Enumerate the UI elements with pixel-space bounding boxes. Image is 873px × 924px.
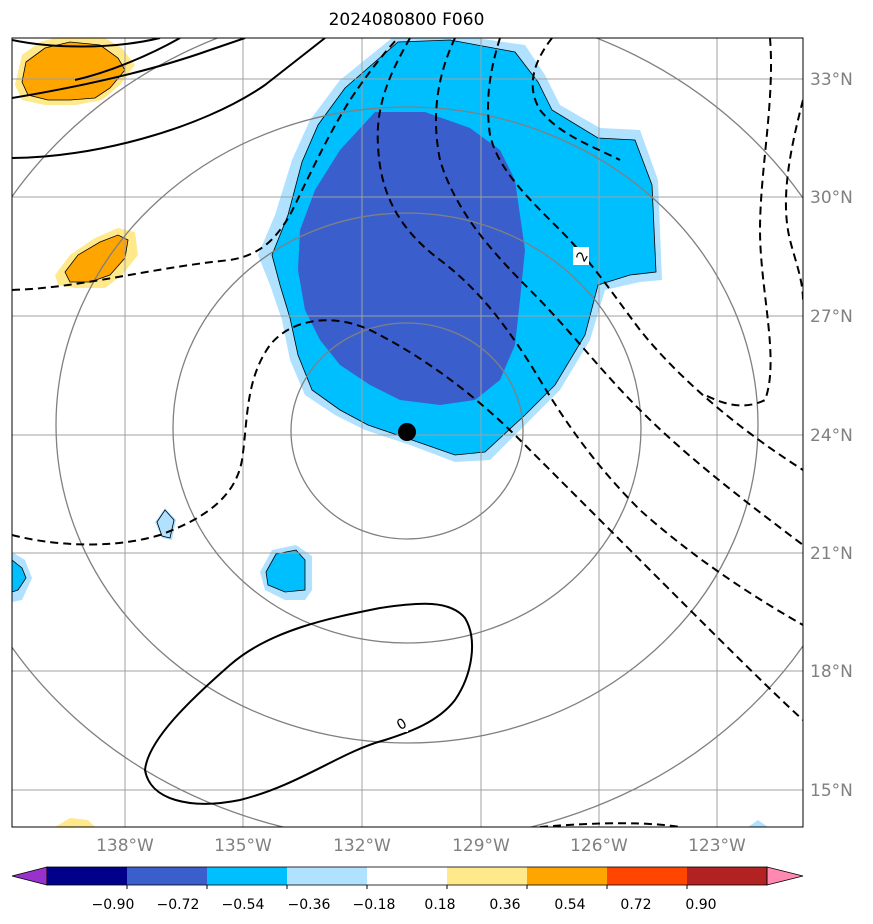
colorbar-bin — [367, 867, 448, 885]
colorbar-bin — [207, 867, 288, 885]
colorbar-bin — [287, 867, 368, 885]
colorbar-tick-label: −0.90 — [92, 897, 135, 913]
graticule — [12, 38, 803, 827]
colorbar — [11, 866, 804, 889]
anomaly-fill-positive — [15, 38, 138, 827]
contour-label-bg — [394, 714, 408, 732]
lon-label: 129°W — [452, 836, 510, 856]
colorbar-tick-label: −0.72 — [157, 897, 200, 913]
colorbar-bin — [47, 867, 128, 885]
colorbar-bin — [607, 867, 688, 885]
colorbar-ticks: −0.90 −0.72 −0.54 −0.36 −0.18 0.18 0.36 … — [92, 897, 717, 913]
lon-label: 135°W — [214, 836, 272, 856]
lat-label: 27°N — [810, 307, 853, 327]
colorbar-tick-label: 0.54 — [554, 897, 585, 913]
anomaly-fill-negative — [12, 38, 768, 827]
map-title: 2024080800 F060 — [328, 10, 485, 30]
colorbar-bin — [447, 867, 528, 885]
colorbar-extend-low — [11, 866, 48, 886]
contour-label-bg — [573, 247, 589, 265]
lon-label: 123°W — [688, 836, 746, 856]
colorbar-tick-label: −0.54 — [222, 897, 265, 913]
colorbar-tick-label: 0.36 — [489, 897, 520, 913]
plot-frame — [11, 37, 804, 828]
lat-label: 24°N — [810, 426, 853, 446]
lat-label: 30°N — [810, 188, 853, 208]
lon-label: 126°W — [570, 836, 628, 856]
latitude-labels: 33°N 30°N 27°N 24°N 21°N 18°N 15°N — [810, 70, 853, 801]
colorbar-tick-label: 0.72 — [620, 897, 651, 913]
colorbar-bin — [527, 867, 608, 885]
longitude-labels: 138°W 135°W 132°W 129°W 126°W 123°W — [96, 836, 746, 856]
lat-label: 33°N — [810, 70, 853, 90]
colorbar-tick-label: −0.18 — [353, 897, 396, 913]
lon-label: 132°W — [333, 836, 391, 856]
lat-label: 21°N — [810, 544, 853, 564]
solid-contours — [12, 38, 473, 805]
lat-label: 18°N — [810, 662, 853, 682]
colorbar-extend-high — [766, 866, 804, 886]
map-plot-area: 2 0 — [12, 38, 803, 827]
colorbar-bin — [687, 867, 768, 885]
colorbar-bin — [127, 867, 208, 885]
colorbar-tick-label: 0.90 — [685, 897, 716, 913]
storm-center-marker — [398, 423, 416, 441]
range-rings — [12, 38, 803, 827]
colorbar-tick-label: −0.36 — [288, 897, 331, 913]
colorbar-frame — [46, 866, 768, 886]
lon-label: 138°W — [96, 836, 154, 856]
lat-label: 15°N — [810, 781, 853, 801]
dashed-contours — [12, 38, 803, 827]
colorbar-tick-label: 0.18 — [424, 897, 455, 913]
